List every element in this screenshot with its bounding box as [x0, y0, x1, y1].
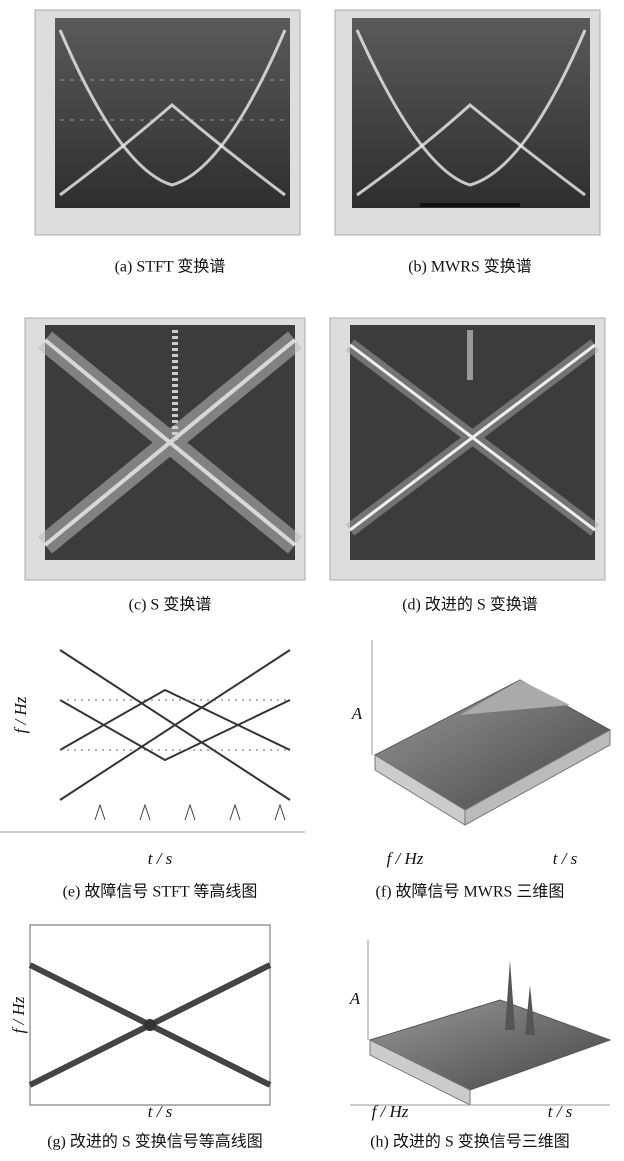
y-axis-label: f / Hz	[11, 696, 30, 733]
panel-g	[30, 925, 270, 1105]
y-axis-label: t / s	[553, 849, 578, 868]
caption: (c) S 变换谱	[129, 596, 212, 614]
panel-b	[335, 10, 600, 235]
panel-d	[330, 318, 605, 580]
caption: (a) STFT 变换谱	[115, 258, 226, 276]
caption: (g) 改进的 S 变换信号等高线图	[47, 1133, 263, 1151]
panel-e	[0, 650, 305, 832]
x-axis-label: t / s	[148, 1102, 173, 1121]
caption: (e) 故障信号 STFT 等高线图	[63, 883, 258, 901]
panel-c	[25, 318, 305, 580]
caption: (d) 改进的 S 变换谱	[402, 596, 538, 614]
z-axis-label: A	[349, 989, 361, 1008]
caption: (h) 改进的 S 变换信号三维图	[370, 1133, 570, 1151]
figure: (a) STFT 变换谱 (b) MWRS 变换谱 (c) S 变换谱 (d) …	[0, 0, 624, 1161]
y-axis-label: f / Hz	[9, 996, 28, 1033]
caption: (b) MWRS 变换谱	[408, 258, 532, 276]
panel-a	[35, 10, 300, 235]
panel-h	[350, 940, 610, 1105]
y-axis-label: t / s	[548, 1102, 573, 1121]
x-axis-label: t / s	[148, 849, 173, 868]
panel-f	[372, 640, 610, 825]
x-axis-label: f / Hz	[387, 849, 424, 868]
x-axis-label: f / Hz	[372, 1102, 409, 1121]
caption: (f) 故障信号 MWRS 三维图	[376, 883, 565, 901]
z-axis-label: A	[351, 704, 363, 723]
